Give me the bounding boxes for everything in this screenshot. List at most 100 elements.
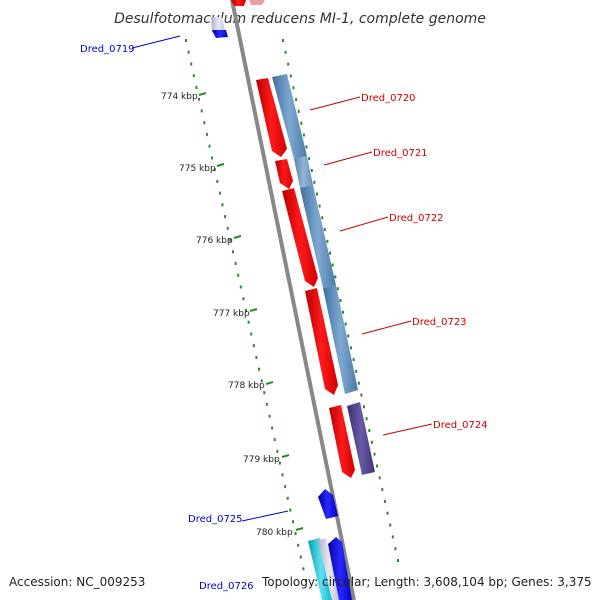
track-dot <box>192 74 195 78</box>
track-dot <box>278 461 281 465</box>
gene-label-dred-0723[interactable]: Dred_0723 <box>412 317 467 328</box>
track-dot <box>355 369 358 373</box>
track-dot <box>255 356 258 359</box>
gene-label-dred-0721[interactable]: Dred_0721 <box>373 148 428 159</box>
gene-arrow-dred-0726 <box>328 537 352 600</box>
leader-lines <box>131 35 433 522</box>
tick-label: 780 kbp <box>256 528 293 538</box>
track-dot <box>289 74 292 78</box>
track-dot <box>289 508 292 512</box>
track-dot <box>347 334 350 338</box>
track-dot <box>247 320 250 324</box>
track-dot <box>268 414 271 418</box>
track-dot <box>287 62 290 66</box>
track-dot <box>308 157 311 161</box>
gene-arrow-dred-0720 <box>256 78 287 157</box>
gene-label-dred-0722[interactable]: Dred_0722 <box>389 213 444 224</box>
track-dot <box>373 452 376 456</box>
gene-arrow-dred-0719-tip <box>212 30 228 38</box>
track-dot <box>329 251 331 255</box>
track-dot <box>205 132 208 136</box>
track-dot <box>378 476 381 480</box>
major-ticks <box>198 92 304 531</box>
track-dot <box>365 417 368 421</box>
track-dot <box>218 191 221 195</box>
track-dot <box>331 263 334 267</box>
gene-arrow-dred-0726-pale <box>318 538 340 600</box>
track-dot <box>203 121 206 125</box>
gene-label-dred-0720[interactable]: Dred_0720 <box>361 93 416 104</box>
cog-band-dred-0721 <box>294 156 313 188</box>
gene-arrow-dred-0723 <box>305 288 338 395</box>
track-dot <box>250 332 253 336</box>
track-dot <box>334 275 337 279</box>
track-dot <box>397 559 399 562</box>
gene-label-dred-0725[interactable]: Dred_0725 <box>188 514 243 525</box>
track-dot <box>245 309 247 312</box>
track-dot <box>295 98 298 102</box>
track-dot <box>198 97 200 101</box>
gene-label-dred-0724[interactable]: Dred_0724 <box>433 420 488 431</box>
track-dot <box>292 86 295 90</box>
track-dot <box>239 285 242 289</box>
track-dot <box>350 346 352 350</box>
track-dot <box>310 169 313 172</box>
track-dot <box>195 86 198 89</box>
track-dot <box>276 449 279 453</box>
track-dot <box>342 310 345 314</box>
gene-arrow-dred-0724 <box>329 405 355 478</box>
track-dot <box>190 62 193 66</box>
track-dot <box>226 226 229 230</box>
track-dot <box>263 391 266 395</box>
track-dot <box>381 488 384 492</box>
track-dot <box>305 579 307 582</box>
gene-arrow-partial-top <box>231 0 246 6</box>
track-dot <box>242 297 245 301</box>
track-dot <box>360 393 363 397</box>
track-dot <box>394 547 397 551</box>
track-dot <box>339 299 342 302</box>
track-dot <box>326 239 329 243</box>
track-dot <box>370 440 373 444</box>
cog-band-dred-0720 <box>272 74 307 159</box>
track-dot <box>344 322 347 326</box>
track-dot <box>336 287 339 291</box>
track-dot <box>273 438 276 442</box>
track-dot <box>252 344 255 348</box>
track-dot <box>363 405 365 409</box>
track-dot <box>216 179 219 183</box>
track-dot <box>213 168 216 172</box>
gene-arrow-dred-0725 <box>318 489 338 519</box>
track-dot <box>383 499 386 503</box>
track-dot <box>224 215 227 219</box>
track-dot <box>281 473 284 477</box>
track-dot <box>258 367 260 371</box>
tick-label: 777 kbp <box>213 309 250 319</box>
map-title: Desulfotomaculum reducens MI-1, complete… <box>114 11 486 27</box>
track-dot <box>234 262 237 265</box>
track-dot <box>313 180 316 184</box>
outer-track <box>282 39 399 562</box>
track-dot <box>237 273 240 277</box>
track-dot <box>376 464 379 468</box>
track-dot <box>299 555 302 559</box>
track-dot <box>297 109 300 113</box>
track-dot <box>229 238 232 242</box>
cog-band-dred-0723 <box>323 285 358 394</box>
track-dot <box>297 543 300 547</box>
track-dot <box>321 216 324 220</box>
track-dot <box>316 192 318 196</box>
accession-text: Accession: NC_009253 <box>9 575 146 589</box>
cog-band-dred-0722 <box>300 185 336 288</box>
gene-label-dred-0726[interactable]: Dred_0726 <box>199 581 254 592</box>
track-dot <box>187 50 190 54</box>
gene-arrow-partial-top-2 <box>249 0 265 5</box>
track-dot <box>318 204 321 208</box>
tick-label: 774 kbp <box>161 92 198 102</box>
gene-arrow-dred-0726-cyan <box>308 538 334 600</box>
gene-label-dred-0719[interactable]: Dred_0719 <box>80 44 135 55</box>
gene-arrow-dred-0721 <box>275 159 293 189</box>
track-dot <box>232 250 234 254</box>
track-dot <box>200 109 203 113</box>
track-dot <box>221 203 224 207</box>
